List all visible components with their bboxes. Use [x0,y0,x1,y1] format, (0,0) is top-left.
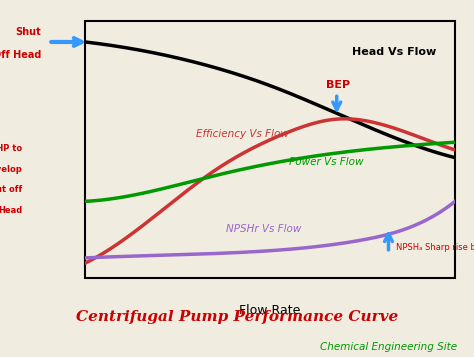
Text: NPSHₐ Sharp rise beyond BEP: NPSHₐ Sharp rise beyond BEP [396,243,474,252]
Text: Efficiency Vs Flow: Efficiency Vs Flow [196,129,289,139]
Text: Head Vs Flow: Head Vs Flow [352,47,436,57]
Text: develop: develop [0,165,22,174]
Text: Flow Rate: Flow Rate [239,304,301,317]
Text: Shut: Shut [15,27,41,37]
Text: Shut off: Shut off [0,185,22,194]
Text: NPSHr Vs Flow: NPSHr Vs Flow [226,224,301,234]
Text: BEP: BEP [326,80,350,90]
Text: Centrifugal Pump Performance Curve: Centrifugal Pump Performance Curve [76,310,398,324]
Text: Head: Head [0,206,22,215]
Text: Power Vs Flow: Power Vs Flow [289,157,363,167]
Text: BHP to: BHP to [0,144,22,153]
Text: Chemical Engineering Site: Chemical Engineering Site [320,342,457,352]
Text: Off Head: Off Head [0,50,41,60]
